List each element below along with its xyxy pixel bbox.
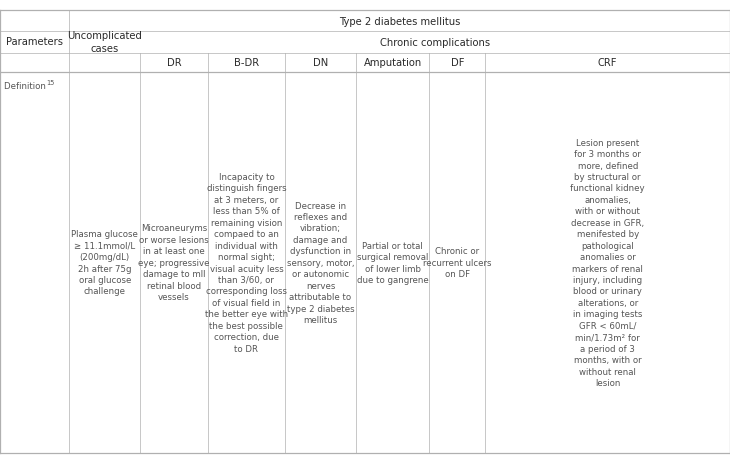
Text: DR: DR — [166, 58, 182, 68]
Text: DF: DF — [450, 58, 464, 68]
Text: Decrease in
reflexes and
vibration;
damage and
dysfunction in
sensory, motor,
or: Decrease in reflexes and vibration; dama… — [287, 201, 354, 324]
Text: Chronic or
recurrent ulcers
on DF: Chronic or recurrent ulcers on DF — [423, 247, 491, 278]
Text: Amputation: Amputation — [364, 58, 422, 68]
Text: Type 2 diabetes mellitus: Type 2 diabetes mellitus — [339, 17, 461, 26]
Text: Incapacity to
distinguish fingers
at 3 meters, or
less than 5% of
remaining visi: Incapacity to distinguish fingers at 3 m… — [205, 172, 288, 353]
Text: DN: DN — [313, 58, 328, 68]
Text: Definition: Definition — [4, 82, 48, 91]
Text: 15: 15 — [47, 80, 55, 86]
Text: Partial or total
surgical removal
of lower limb
due to gangrene: Partial or total surgical removal of low… — [357, 241, 429, 284]
Text: Lesion present
for 3 months or
more, defined
by structural or
functional kidney
: Lesion present for 3 months or more, def… — [570, 138, 645, 387]
Text: B-DR: B-DR — [234, 58, 259, 68]
Text: Chronic complications: Chronic complications — [380, 38, 490, 48]
Text: Plasma glucose
≥ 11.1mmol/L
(200mg/dL)
2h after 75g
oral glucose
challenge: Plasma glucose ≥ 11.1mmol/L (200mg/dL) 2… — [72, 230, 138, 296]
Text: CRF: CRF — [598, 58, 618, 68]
Text: Uncomplicated
cases: Uncomplicated cases — [67, 30, 142, 54]
Text: Microaneuryms
or worse lesions
in at least one
eye; progressive
damage to mll
re: Microaneuryms or worse lesions in at lea… — [139, 224, 210, 302]
Text: Parameters: Parameters — [6, 37, 64, 47]
